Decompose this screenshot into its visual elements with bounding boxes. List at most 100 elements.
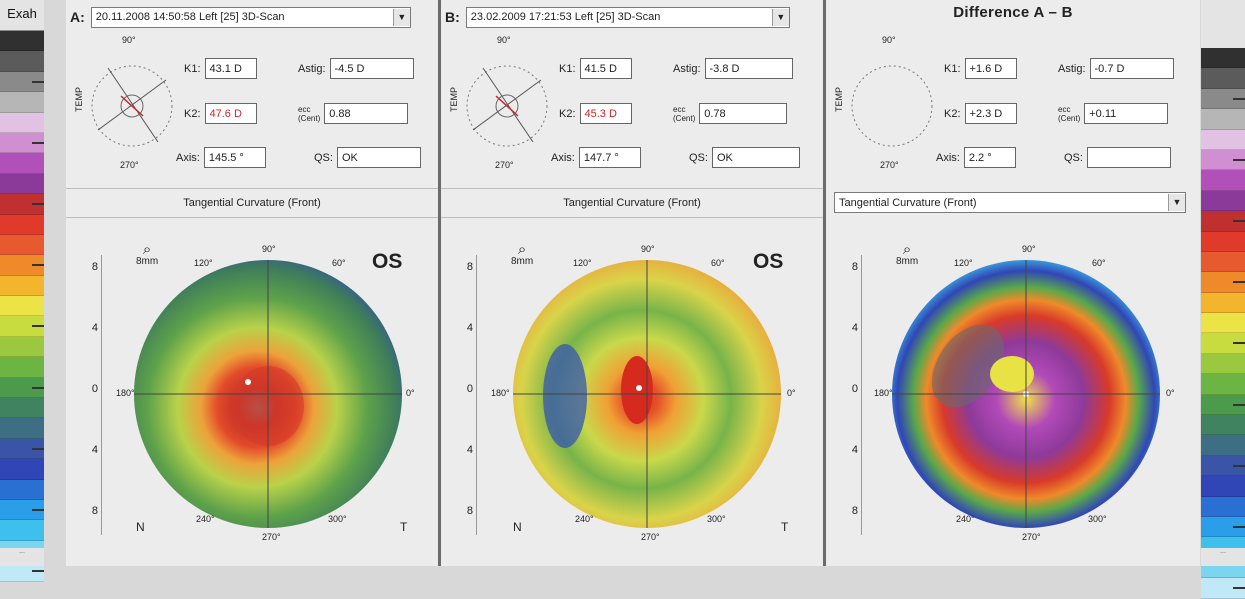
angle-0: 0° xyxy=(406,388,415,398)
scale-swatch xyxy=(1201,353,1245,375)
scale-swatch xyxy=(1201,68,1245,89)
scale-swatch xyxy=(1201,455,1245,477)
scale-tick xyxy=(32,447,44,450)
panel-b-title: B: 23.02.2009 17:21:53 Left [25] 3D-Scan… xyxy=(445,6,790,28)
left-color-scale[interactable]: Exah ... xyxy=(0,0,44,582)
scale-swatch xyxy=(1201,292,1245,314)
zoom-button[interactable]: ⌕ 8mm xyxy=(136,242,159,267)
magnifier-icon[interactable]: ⌕ xyxy=(902,241,912,258)
scale-swatch xyxy=(0,296,44,317)
difference-title: Difference A – B xyxy=(953,4,1073,21)
angle-0: 0° xyxy=(787,388,796,398)
eye-label: OS xyxy=(372,250,403,273)
scale-swatch xyxy=(0,173,44,195)
axis-value: 2.2 ° xyxy=(963,147,1016,168)
difference-map[interactable] xyxy=(876,236,1176,546)
k2-field: K2: 45.3 D xyxy=(559,103,632,124)
zoom-label: 8mm xyxy=(136,256,159,267)
qs-field: QS: OK xyxy=(314,147,421,168)
chevron-down-icon[interactable]: ▼ xyxy=(392,8,410,26)
chevron-down-icon[interactable]: ▼ xyxy=(1168,194,1185,211)
scale-swatch xyxy=(1201,251,1245,273)
axis-diagram-svg xyxy=(91,65,173,147)
scale-swatch xyxy=(0,132,44,154)
scale-swatch xyxy=(1201,272,1245,293)
angle-120: 120° xyxy=(954,258,973,268)
ecc-value: 0.88 xyxy=(324,103,409,124)
nasal-label: N xyxy=(513,520,522,534)
scale-swatch xyxy=(0,234,44,256)
scale-header[interactable]: Exah xyxy=(0,0,44,31)
scale-swatch xyxy=(1201,109,1245,130)
scale-swatch xyxy=(0,316,44,337)
magnifier-icon[interactable]: ⌕ xyxy=(142,241,152,258)
axis-field: Axis: 2.2 ° xyxy=(936,147,1016,168)
scale-swatch xyxy=(0,357,44,378)
astig-value: -3.8 D xyxy=(704,58,793,79)
scale-swatch xyxy=(0,255,44,276)
angle-120: 120° xyxy=(194,258,213,268)
scale-tick xyxy=(1233,97,1245,100)
k1-value: 41.5 D xyxy=(579,58,632,79)
scale-swatch xyxy=(0,377,44,399)
chevron-down-icon[interactable]: ▼ xyxy=(771,8,789,26)
panel-b-axis-diagram xyxy=(463,38,548,182)
k2-value: 45.3 D xyxy=(579,103,632,124)
mini-270-label: 270° xyxy=(495,160,514,170)
panel-b-exam-select[interactable]: 23.02.2009 17:21:53 Left [25] 3D-Scan ▼ xyxy=(465,6,790,28)
ecc-field: ecc (Cent) 0.78 xyxy=(673,103,788,124)
angle-270: 270° xyxy=(1022,532,1041,542)
qs-value: OK xyxy=(711,147,800,168)
angle-270: 270° xyxy=(262,532,281,542)
scale-tick xyxy=(1233,464,1245,467)
scale-swatch xyxy=(0,520,44,541)
scale-tick xyxy=(32,141,44,144)
scale-swatch xyxy=(1201,149,1245,171)
scale-swatch xyxy=(0,438,44,460)
panel-a-exam-select[interactable]: 20.11.2008 14:50:58 Left [25] 3D-Scan ▼ xyxy=(90,6,411,28)
zoom-button[interactable]: ⌕ 8mm xyxy=(896,242,918,267)
scale-swatch xyxy=(1201,476,1245,497)
scale-swatch xyxy=(0,71,44,93)
scale-swatch xyxy=(1201,435,1245,456)
right-color-scale[interactable]: ... xyxy=(1201,0,1245,599)
mini-270-label: 270° xyxy=(880,160,899,170)
y-axis: 8 4 0 4 8 xyxy=(840,255,862,535)
tangential-curvature-map[interactable] xyxy=(495,236,801,546)
angle-240: 240° xyxy=(956,514,975,524)
angle-300: 300° xyxy=(328,514,347,524)
k1-field: K1: +1.6 D xyxy=(944,58,1017,79)
scale-tick xyxy=(32,264,44,267)
mini-temp-label: TEMP xyxy=(449,86,459,112)
zoom-button[interactable]: ⌕ 8mm xyxy=(511,242,533,267)
ecc-field: ecc (Cent) +0.11 xyxy=(1058,103,1169,124)
angle-240: 240° xyxy=(196,514,215,524)
scale-tick xyxy=(32,80,44,83)
axis-value: 147.7 ° xyxy=(578,147,641,168)
scale-swatch xyxy=(0,31,44,52)
tangential-curvature-map[interactable] xyxy=(118,236,418,546)
scale-cells xyxy=(1201,0,1245,599)
astig-field: Astig: -4.5 D xyxy=(298,58,414,79)
axis-diagram-svg xyxy=(851,65,933,147)
angle-90: 90° xyxy=(262,244,276,254)
ecc-value: +0.11 xyxy=(1084,103,1169,124)
astig-field: Astig: -3.8 D xyxy=(673,58,793,79)
angle-300: 300° xyxy=(707,514,726,524)
scale-swatch xyxy=(1201,496,1245,517)
ecc-value: 0.78 xyxy=(699,103,788,124)
k2-value: +2.3 D xyxy=(964,103,1017,124)
k2-value: 47.6 D xyxy=(204,103,257,124)
scale-cells xyxy=(0,31,44,582)
scale-swatch xyxy=(0,194,44,215)
mini-270-label: 270° xyxy=(120,160,139,170)
eye-label: OS xyxy=(753,250,784,273)
scale-swatch xyxy=(0,92,44,113)
scale-swatch xyxy=(0,418,44,439)
magnifier-icon[interactable]: ⌕ xyxy=(517,241,527,258)
map-type-select[interactable]: Tangential Curvature (Front) ▼ xyxy=(834,192,1186,213)
map-type-text: Tangential Curvature (Front) xyxy=(839,196,977,209)
k2-field: K2: +2.3 D xyxy=(944,103,1017,124)
scale-swatch xyxy=(1201,170,1245,191)
scale-tick xyxy=(1233,587,1245,590)
